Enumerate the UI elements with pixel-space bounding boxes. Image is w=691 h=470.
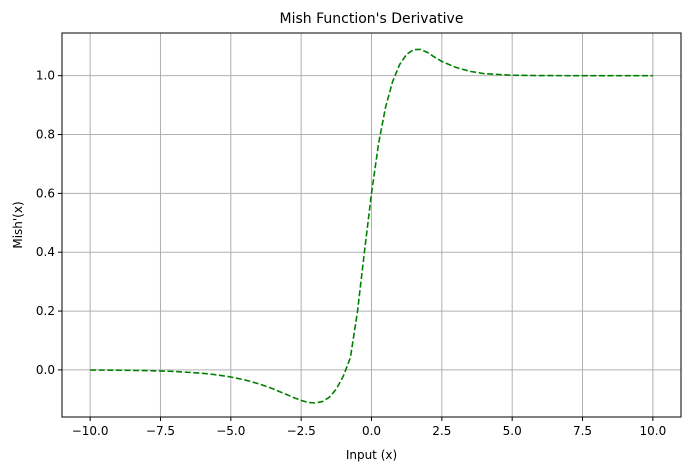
x-tick-label: 10.0 [640, 424, 667, 438]
chart-title: Mish Function's Derivative [280, 11, 464, 27]
y-tick-label: 0.6 [36, 186, 55, 200]
x-tick-label: −2.5 [287, 424, 316, 438]
y-tick-label: 0.2 [36, 304, 55, 318]
x-tick-label: 0.0 [362, 424, 381, 438]
y-tick-label: 0.8 [36, 128, 55, 142]
x-tick-label: −7.5 [146, 424, 175, 438]
series-line [90, 48, 653, 404]
x-axis-label: Input (x) [346, 448, 397, 462]
x-tick-label: 7.5 [573, 424, 592, 438]
y-tick-label: 0.0 [36, 363, 55, 377]
x-tick-label: 2.5 [432, 424, 451, 438]
grid-layer [62, 33, 681, 417]
y-axis-label: Mish'(x) [11, 201, 25, 248]
x-tick-label: −5.0 [216, 424, 245, 438]
series-layer [90, 48, 653, 404]
x-tick-label: −10.0 [72, 424, 109, 438]
y-tick-label: 1.0 [36, 69, 55, 83]
ticks-layer: −10.0 −7.5 −5.0 −2.5 0.0 2.5 5.0 7.5 10.0 0.0 0.2 0… [36, 69, 666, 438]
y-tick-label: 0.4 [36, 245, 55, 259]
x-tick-label: 5.0 [503, 424, 522, 438]
